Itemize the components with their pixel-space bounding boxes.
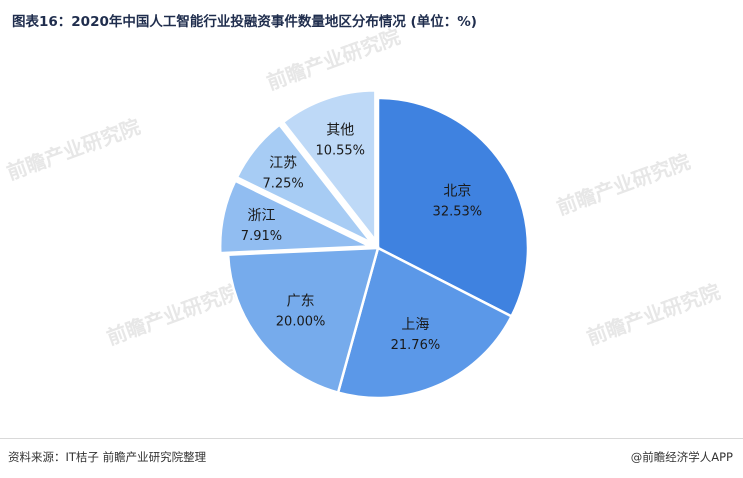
slice-label-value: 20.00% bbox=[276, 315, 326, 330]
watermark-text: 前瞻产业研究院 bbox=[104, 279, 244, 349]
watermark-text: 前瞻产业研究院 bbox=[584, 279, 724, 349]
slice-label-value: 32.53% bbox=[433, 204, 483, 219]
slice-label-value: 21.76% bbox=[391, 338, 441, 353]
footer: 资料来源：IT桔子 前瞻产业研究院整理 @前瞻经济学人APP bbox=[0, 438, 743, 475]
slice-label-name: 浙江 bbox=[247, 208, 275, 224]
pie-slice-4 bbox=[235, 122, 373, 245]
slice-label-name: 江苏 bbox=[269, 155, 297, 171]
pie-slice-3 bbox=[218, 179, 371, 255]
pie-slice-2 bbox=[226, 246, 380, 395]
slice-label-value: 10.55% bbox=[315, 143, 365, 158]
brand-credit: @前瞻经济学人APP bbox=[631, 449, 733, 465]
pie-labels: 北京 32.53% 上海 21.76% 广东 20.00% 浙江 7.91% 江苏 7.25% 其他… bbox=[241, 122, 482, 353]
slice-label-name: 北京 bbox=[443, 183, 471, 199]
pie-slice-0 bbox=[376, 96, 530, 319]
chart-title: 图表16：2020年中国人工智能行业投融资事件数量地区分布情况 (单位：%) bbox=[12, 14, 477, 30]
slice-label-value: 7.25% bbox=[262, 176, 303, 191]
source-note: 资料来源：IT桔子 前瞻产业研究院整理 bbox=[8, 450, 207, 464]
slice-label-name: 上海 bbox=[401, 317, 429, 333]
slice-label-name: 广东 bbox=[287, 294, 315, 310]
pie-slice-5 bbox=[281, 89, 377, 245]
brand-credit-text: @前瞻经济学人APP bbox=[630, 450, 733, 464]
slice-label-name: 其他 bbox=[326, 122, 354, 138]
watermark-text: 前瞻产业研究院 bbox=[264, 24, 404, 94]
pie-slices bbox=[218, 89, 530, 400]
pie-slice-1 bbox=[336, 246, 514, 400]
watermark-text: 前瞻产业研究院 bbox=[554, 149, 694, 219]
watermark-text: 前瞻产业研究院 bbox=[4, 114, 144, 184]
slice-label-value: 7.91% bbox=[241, 229, 282, 244]
